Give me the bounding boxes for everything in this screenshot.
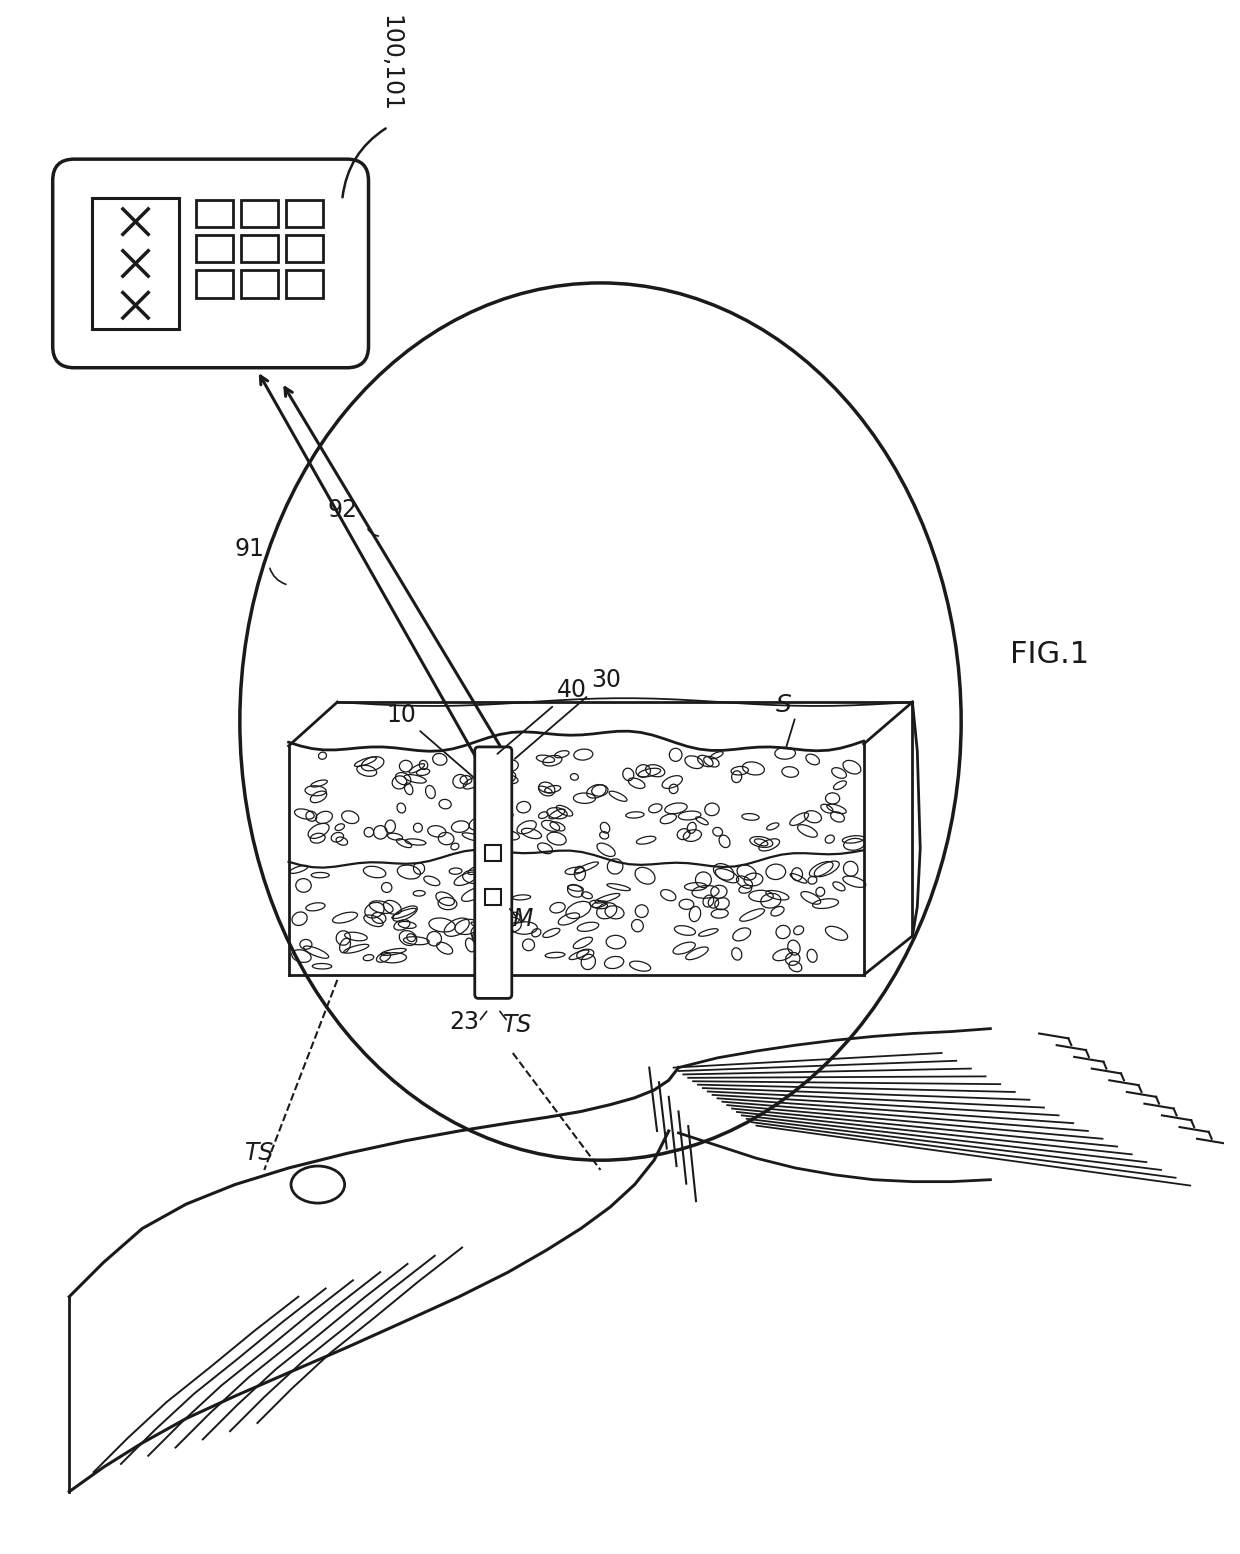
Text: M: M xyxy=(512,908,533,931)
FancyBboxPatch shape xyxy=(52,159,368,368)
Bar xyxy=(92,197,180,329)
Bar xyxy=(241,200,278,227)
Text: 30: 30 xyxy=(515,668,621,758)
Text: 91: 91 xyxy=(234,536,264,561)
Text: 23: 23 xyxy=(449,1010,479,1033)
Bar xyxy=(285,200,322,227)
Bar xyxy=(285,270,322,297)
Bar xyxy=(241,235,278,263)
Text: FIG.1: FIG.1 xyxy=(1009,640,1089,670)
Bar xyxy=(241,270,278,297)
Text: 100,101: 100,101 xyxy=(379,16,403,112)
Bar xyxy=(196,270,233,297)
Bar xyxy=(196,200,233,227)
Text: 40: 40 xyxy=(497,678,587,754)
Text: 10: 10 xyxy=(386,702,475,779)
Bar xyxy=(486,845,501,861)
Bar xyxy=(285,235,322,263)
Text: TS: TS xyxy=(244,1141,274,1166)
Text: TS: TS xyxy=(503,1013,532,1037)
Text: S: S xyxy=(776,693,792,716)
Text: 92: 92 xyxy=(327,497,357,522)
Bar xyxy=(196,235,233,263)
Bar xyxy=(486,889,501,904)
FancyBboxPatch shape xyxy=(475,747,512,998)
